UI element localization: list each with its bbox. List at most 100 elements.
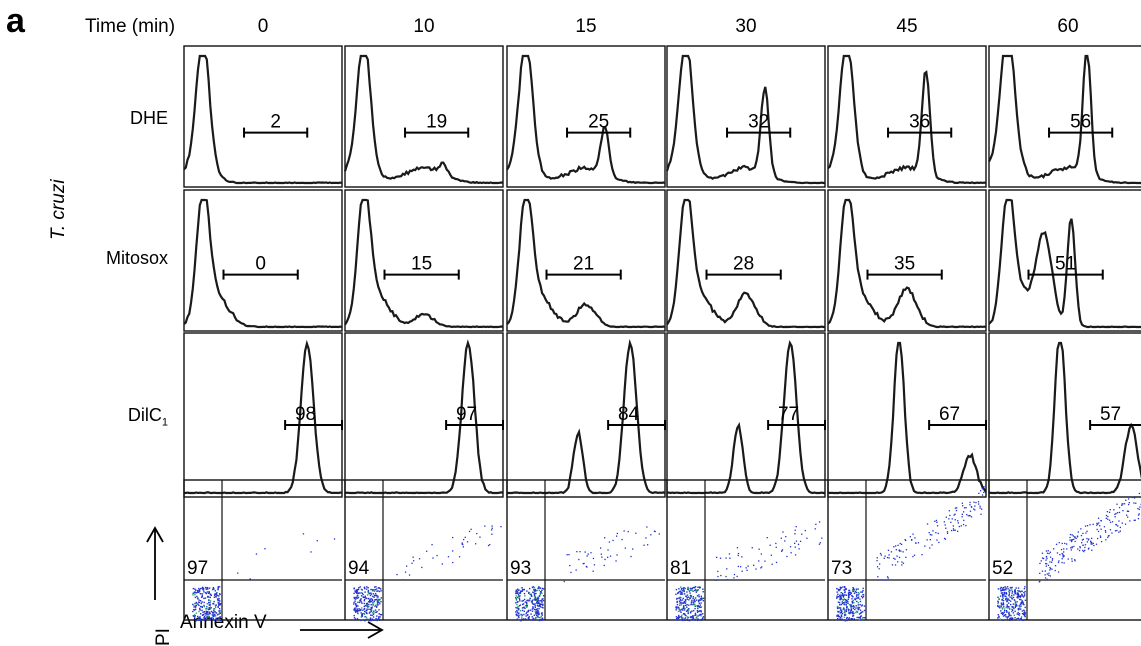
- dotplot-cell: [849, 594, 850, 595]
- dotplot-cell: [857, 608, 858, 609]
- dotplot-cell: [687, 616, 688, 617]
- dotplot-cell: [815, 524, 816, 525]
- dotplot-cell: [432, 557, 433, 558]
- dotplot-cell: [1062, 543, 1063, 544]
- dotplot-cell: [759, 549, 760, 550]
- dotplot-cell: [946, 517, 947, 518]
- dotplot-cell: [796, 541, 797, 542]
- dotplot-cell: [691, 600, 692, 601]
- dotplot-cell: [1024, 588, 1025, 589]
- dotplot-cell: [862, 617, 863, 618]
- dotplot-cell: [218, 586, 219, 587]
- dotplot-cell: [845, 620, 846, 621]
- dotplot-cell: [353, 602, 354, 603]
- dotplot-cell: [200, 593, 201, 594]
- dotplot-cell: [795, 554, 796, 555]
- dotplot-cell: [694, 599, 695, 600]
- mitosox-gate-value: 51: [1055, 254, 1076, 275]
- dotplot-cell: [213, 618, 214, 619]
- dotplot-cell: [532, 616, 533, 617]
- dotplot-cell: [1048, 550, 1049, 551]
- dotplot-cell: [697, 610, 698, 611]
- dotplot-cell: [1062, 554, 1063, 555]
- dotplot-cell: [912, 556, 913, 557]
- dotplot-cell: [837, 608, 838, 609]
- dotplot-cell: [903, 551, 904, 552]
- dotplot-cell: [848, 610, 849, 611]
- dotplot-cell: [368, 604, 369, 605]
- dotplot-cell: [862, 594, 863, 595]
- dotplot-cell: [532, 619, 533, 620]
- dhe-panel-frame: [989, 46, 1141, 187]
- dotplot-cell: [703, 616, 704, 617]
- dotplot-cell: [680, 591, 681, 592]
- dotplot-cell: [525, 605, 526, 606]
- dotplot-cell: [310, 551, 311, 552]
- dotplot-cell: [355, 612, 356, 613]
- dotplot-cell: [699, 603, 700, 604]
- dotplot-cell: [448, 556, 449, 557]
- dotplot-cell: [1050, 575, 1051, 576]
- dotplot-cell: [1025, 607, 1026, 608]
- dotplot-cell: [680, 593, 681, 594]
- dotplot-cell: [856, 596, 857, 597]
- dotplot-cell: [784, 540, 785, 541]
- dotplot-cell: [193, 593, 194, 594]
- dotplot-cell: [523, 600, 524, 601]
- dotplot-cell: [798, 544, 799, 545]
- dotplot-cell: [625, 548, 626, 549]
- dotplot-cell: [518, 612, 519, 613]
- dotplot-cell: [517, 602, 518, 603]
- dotplot-cell: [491, 534, 492, 535]
- dotplot-cell: [746, 570, 747, 571]
- dotplot-cell: [367, 594, 368, 595]
- dotplot-cell: [858, 592, 859, 593]
- dotplot-cell: [534, 600, 535, 601]
- dotplot-cell: [1012, 606, 1013, 607]
- dotplot-cell: [844, 594, 845, 595]
- dotplot-cell: [845, 601, 846, 602]
- dotplot-cell: [681, 615, 682, 616]
- dotplot-cell: [578, 559, 579, 560]
- dotplot-cell: [979, 506, 980, 507]
- dotplot-cell: [355, 603, 356, 604]
- dotplot-cell: [364, 620, 365, 621]
- dotplot-cell: [527, 614, 528, 615]
- dotplot-cell: [681, 588, 682, 589]
- dotplot-cell: [192, 611, 193, 612]
- dotplot-cell: [645, 537, 646, 538]
- dotplot-cell: [846, 595, 847, 596]
- mitosox-gate-value: 0: [255, 254, 266, 275]
- dotplot-cell: [1024, 619, 1025, 620]
- dotplot-cell: [195, 609, 196, 610]
- dotplot-cell: [361, 592, 362, 593]
- dotplot-cell: [963, 520, 964, 521]
- dotplot-cell: [1046, 550, 1047, 551]
- dotplot-cell: [194, 614, 195, 615]
- dotplot-cell: [690, 588, 691, 589]
- dotplot-cell: [1008, 602, 1009, 603]
- dilc1-panel-frame: [345, 333, 503, 497]
- dotplot-cell: [1011, 611, 1012, 612]
- dotplot-cell: [198, 602, 199, 603]
- dotplot-cell: [1006, 588, 1007, 589]
- dotplot-cell: [1090, 543, 1091, 544]
- dotplot-cell: [377, 597, 378, 598]
- dotplot-cell: [1005, 614, 1006, 615]
- dotplot-cell: [207, 614, 208, 615]
- dotplot-cell: [208, 607, 209, 608]
- dotplot-cell: [1017, 613, 1018, 614]
- dotplot-cell: [197, 590, 198, 591]
- dotplot-cell: [516, 615, 517, 616]
- dotplot-cell: [194, 603, 195, 604]
- dotplot-cell: [1045, 570, 1046, 571]
- dotplot-cell: [1012, 591, 1013, 592]
- dotplot-cell: [370, 614, 371, 615]
- dotplot-cell: [195, 590, 196, 591]
- dotplot-cell: [355, 607, 356, 608]
- dotplot-cell: [1098, 522, 1099, 523]
- dotplot-cell: [1093, 545, 1094, 546]
- dotplot-cell: [737, 576, 738, 577]
- dotplot-cell: [1098, 531, 1099, 532]
- dotplot-cell: [431, 544, 432, 545]
